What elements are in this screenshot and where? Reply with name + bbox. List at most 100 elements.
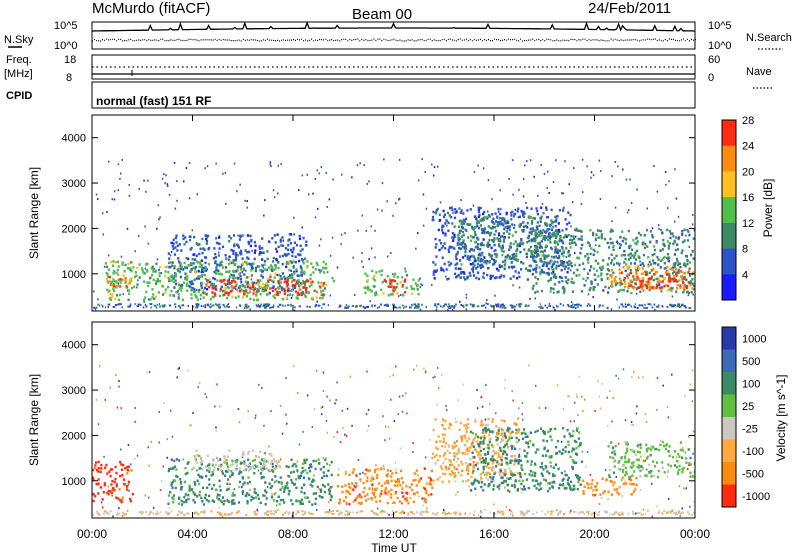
noise-pixel xyxy=(101,212,104,215)
echo-pixel xyxy=(182,237,185,241)
echo-pixel xyxy=(443,433,446,437)
noise-pixel xyxy=(413,368,415,371)
echo-pixel xyxy=(186,471,189,475)
echo-pixel xyxy=(172,466,175,469)
echo-pixel xyxy=(680,270,683,274)
echo-pixel xyxy=(620,254,623,257)
noise-pixel xyxy=(280,163,282,166)
echo-pixel xyxy=(259,472,262,475)
noise-pixel xyxy=(551,255,553,258)
echo-pixel xyxy=(513,258,516,261)
noise-pixel xyxy=(452,211,454,214)
echo-pixel xyxy=(282,498,285,502)
ground-scatter-pixel xyxy=(347,306,349,309)
echo-pixel xyxy=(688,233,691,237)
colorbar-tick-label: 20 xyxy=(742,166,754,178)
ground-scatter-pixel xyxy=(421,303,423,306)
echo-pixel xyxy=(271,465,274,469)
ground-scatter-pixel xyxy=(471,305,475,308)
echo-pixel xyxy=(600,236,603,240)
echo-pixel xyxy=(394,272,397,276)
echo-pixel xyxy=(610,259,614,262)
noise-pixel xyxy=(327,501,330,504)
noise-pixel xyxy=(455,460,457,463)
ground-scatter-pixel xyxy=(260,303,263,306)
noise-pixel xyxy=(465,296,468,299)
echo-pixel xyxy=(536,225,539,228)
echo-pixel xyxy=(190,262,193,265)
echo-pixel xyxy=(304,468,307,472)
echo-pixel xyxy=(231,289,234,292)
echo-pixel xyxy=(469,274,472,277)
echo-pixel xyxy=(492,467,496,470)
noise-pixel xyxy=(107,254,110,257)
echo-pixel xyxy=(209,298,212,301)
ground-scatter-pixel xyxy=(575,307,577,309)
echo-pixel xyxy=(177,269,180,273)
echo-pixel xyxy=(481,253,484,257)
echo-pixel xyxy=(207,500,210,503)
echo-pixel xyxy=(523,248,526,251)
noise-pixel xyxy=(344,433,346,436)
echo-pixel xyxy=(231,499,234,503)
echo-pixel xyxy=(112,279,116,283)
echo-pixel xyxy=(560,276,563,279)
echo-pixel xyxy=(504,471,507,474)
echo-pixel xyxy=(178,261,181,264)
noise-pixel xyxy=(615,475,618,478)
echo-pixel xyxy=(199,247,202,251)
ground-scatter-pixel xyxy=(401,510,404,513)
noise-pixel xyxy=(645,420,648,423)
noise-pixel xyxy=(359,472,361,475)
noise-pixel xyxy=(170,250,173,253)
noise-pixel xyxy=(483,474,486,476)
ground-scatter-pixel xyxy=(164,305,166,308)
echo-pixel xyxy=(305,288,308,292)
echo-pixel xyxy=(471,451,474,454)
noise-pixel xyxy=(617,377,620,380)
ground-scatter-pixel xyxy=(612,513,615,516)
echo-pixel xyxy=(505,211,508,215)
echo-pixel xyxy=(228,235,231,238)
noise-pixel xyxy=(398,395,401,398)
echo-pixel xyxy=(627,286,630,289)
echo-pixel xyxy=(167,494,171,497)
echo-pixel xyxy=(231,472,234,475)
noise-pixel xyxy=(671,373,673,376)
echo-pixel xyxy=(268,482,271,485)
echo-pixel xyxy=(503,263,506,267)
echo-pixel xyxy=(299,284,302,287)
echo-pixel xyxy=(170,275,173,279)
echo-pixel xyxy=(464,254,467,257)
echo-pixel xyxy=(551,263,554,267)
echo-pixel xyxy=(257,497,260,500)
echo-pixel xyxy=(471,248,474,251)
echo-pixel xyxy=(555,267,558,270)
echo-pixel xyxy=(295,486,298,490)
echo-pixel xyxy=(255,293,258,297)
echo-pixel xyxy=(200,275,203,278)
echo-pixel xyxy=(316,290,319,294)
echo-pixel xyxy=(462,233,465,237)
echo-pixel xyxy=(292,285,295,288)
echo-pixel xyxy=(297,292,300,295)
echo-pixel xyxy=(639,285,642,288)
echo-pixel xyxy=(345,501,348,505)
echo-pixel xyxy=(269,468,272,472)
echo-pixel xyxy=(536,209,539,213)
noise-pixel xyxy=(606,396,608,399)
echo-pixel xyxy=(284,277,287,281)
echo-pixel xyxy=(164,270,167,273)
echo-pixel xyxy=(315,296,318,299)
echo-pixel xyxy=(240,471,243,474)
echo-pixel xyxy=(487,232,490,235)
echo-pixel xyxy=(517,430,520,433)
echo-pixel xyxy=(444,457,447,461)
noise-pixel xyxy=(394,461,397,464)
noise-pixel xyxy=(529,297,531,300)
noise-pixel xyxy=(562,265,565,268)
noise-pixel xyxy=(519,487,522,490)
noise-pixel xyxy=(383,468,385,470)
echo-pixel xyxy=(105,463,108,467)
echo-pixel xyxy=(460,460,463,464)
